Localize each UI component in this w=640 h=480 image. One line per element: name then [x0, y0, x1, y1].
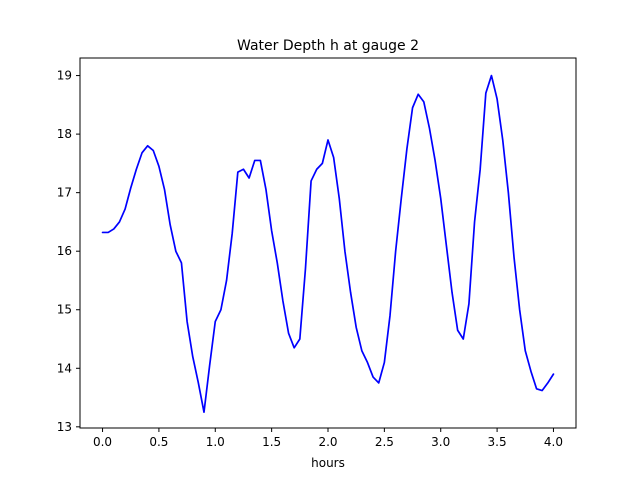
- x-tick-label: 4.0: [544, 435, 563, 449]
- x-tick-label: 0.5: [149, 435, 168, 449]
- series-line-0: [101, 74, 555, 414]
- x-tick-label: 3.0: [431, 435, 450, 449]
- y-tick-label: 17: [57, 186, 72, 200]
- axes: 0.0 0.5 1.0 1.5 2.0 2.5 3.0 3.5 4.0 13 14 15 16 17 18 1…: [57, 57, 577, 449]
- y-tick-label: 18: [57, 127, 72, 141]
- x-tick-label: 1.0: [206, 435, 225, 449]
- plot-area: [101, 74, 555, 414]
- y-tick-label: 19: [57, 69, 72, 83]
- y-tick-label: 15: [57, 303, 72, 317]
- x-tick-label: 2.0: [318, 435, 337, 449]
- y-tick-label: 16: [57, 244, 72, 258]
- y-tick-label: 14: [57, 361, 72, 375]
- x-tick-label: 3.5: [488, 435, 507, 449]
- y-tick-label: 13: [57, 420, 72, 434]
- x-tick-label: 0.0: [93, 435, 112, 449]
- x-tick-label: 1.5: [262, 435, 281, 449]
- chart-title: Water Depth h at gauge 2: [237, 38, 419, 54]
- x-tick-label: 2.5: [375, 435, 394, 449]
- x-axis-title: hours: [311, 456, 345, 470]
